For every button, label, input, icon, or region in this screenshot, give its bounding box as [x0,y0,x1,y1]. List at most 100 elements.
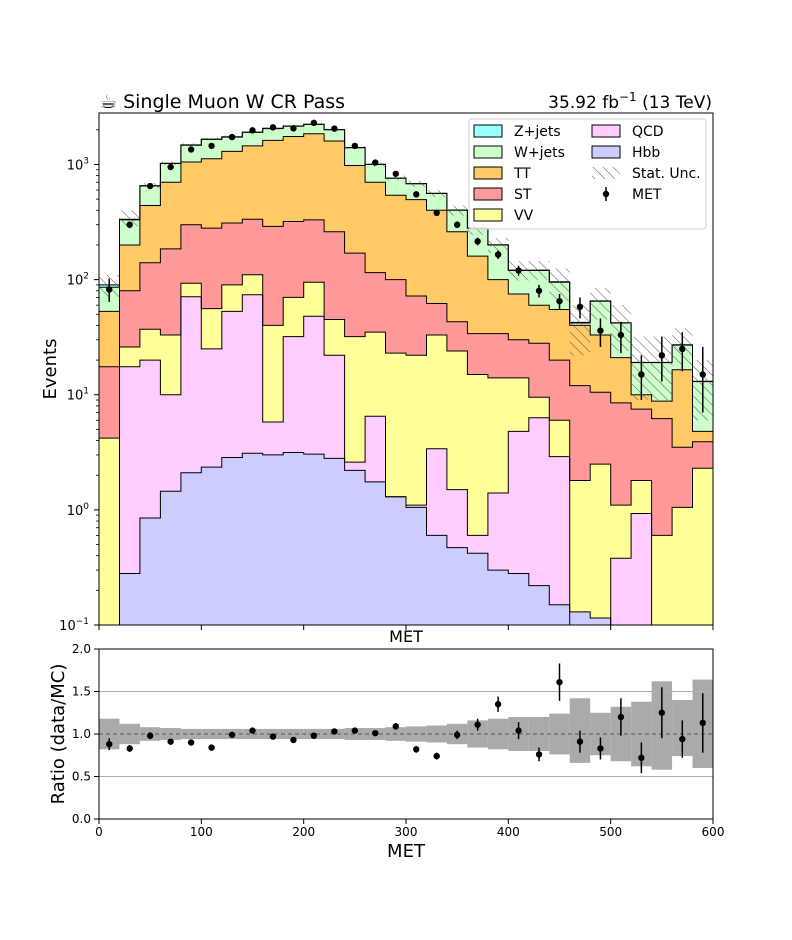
stat-unc-bin [528,261,550,280]
ratio-point [638,754,645,761]
y-tick-label: 101 [67,387,89,404]
data-point [494,251,502,258]
data-point [638,371,645,378]
data-point [106,286,113,293]
stack-fills [99,123,713,626]
legend-item-stat-unc-: Stat. Unc. [592,166,701,182]
ratio-point [515,727,522,734]
ratio-x-tick-label: 200 [292,825,315,839]
legend-item-hbb: Hbb [591,145,660,161]
ratio-point [474,721,481,728]
stat-unc-bin [426,190,447,198]
stack-outline-st [99,218,713,448]
y-tick-label: 10−1 [59,617,89,634]
legend-item-st: ST [473,187,532,203]
data-point [679,345,686,353]
ratio-xlabel: MET [387,841,426,862]
ratio-y-tick-label: 1.5 [72,685,91,699]
data-point [699,371,706,378]
legend-item-qcd: QCD [591,124,664,140]
data-point [433,209,440,217]
ratio-point [576,738,584,745]
legend-box [468,118,707,230]
y-tick-exponent: 1 [83,387,89,397]
stat-unc-bin [590,287,611,320]
legend-swatch [473,166,503,180]
ratio-x-ticks: 0 100 200 300 400 500 600 [95,819,724,839]
legend-label: Z+jets [514,124,561,140]
stack-outline-hbb [99,452,713,626]
legend-swatch [473,187,503,201]
ratio-point [106,741,113,748]
ratio-points [106,663,706,774]
ratio-y-ticks: 0.0 0.5 1.0 1.5 2.0 [72,642,99,826]
ratio-y-tick-label: 2.0 [72,642,91,656]
data-point [617,331,625,339]
y-tick-label: 103 [67,156,89,173]
data-point [556,297,563,305]
ratio-point [167,738,174,745]
stat-unc-bin [569,305,591,356]
ratio-ylabel: Ratio (data/MC) [48,664,69,805]
ratio-point [269,733,277,740]
ratio-point [331,728,338,735]
ratio-point [658,709,666,716]
ratio-point [310,732,318,739]
ratio-point [187,739,195,746]
legend-label: VV [514,208,534,224]
data-points [106,119,706,413]
legend-label: ST [514,187,532,203]
ratio-y-tick-label: 0.0 [72,812,91,826]
legend-swatch [591,145,621,159]
data-point [474,238,481,245]
data-point [249,127,256,134]
ratio-point [597,745,604,752]
data-point [187,146,195,153]
data-point [331,125,338,132]
ratio-grid [99,691,713,777]
title-right-prefix: 35.92 fb [548,93,619,113]
ratio-x-tick-label: 500 [599,825,622,839]
y-tick-exponent: 3 [83,156,89,166]
y-tick-mantissa: 10 [67,389,84,404]
ratio-x-tick-label: 0 [95,825,103,839]
legend-label: QCD [632,124,664,140]
main-ylabel: Events [40,339,61,400]
title-right-suffix: (13 TeV) [637,93,712,113]
legend-label: Stat. Unc. [632,166,701,182]
ratio-point [617,713,625,721]
ratio-point [351,727,359,734]
ratio-point [535,751,543,758]
legend-swatch [473,208,503,222]
y-tick-exponent: −1 [76,617,89,627]
ratio-point [290,736,297,744]
y-tick-mantissa: 10 [59,619,76,634]
ratio-point [372,729,379,737]
ratio-point [228,731,236,739]
legend-swatch [591,124,621,138]
data-point [167,163,174,171]
stat-unc-bin [446,205,468,216]
ratio-x-tick-label: 300 [395,825,418,839]
legend-label: W+jets [514,145,565,161]
data-point [208,142,215,150]
stat-unc-bin [385,175,406,181]
ratio-point [208,744,215,751]
ratio-point [494,701,502,708]
y-tick-exponent: 2 [83,272,89,282]
y-tick-mantissa: 10 [67,504,84,519]
legend-label: TT [513,166,531,182]
stat-unc-bin [180,143,202,147]
y-tick-exponent: 0 [83,502,89,512]
data-point [372,159,379,166]
ratio-x-tick-label: 600 [702,825,725,839]
ratio-point [699,719,706,727]
stack-fill-hbb [99,452,713,625]
data-point [126,221,133,228]
legend-swatch-hatch [592,167,620,179]
ratio-y-tick-label: 0.5 [72,770,91,784]
data-point [269,124,277,131]
ratio-x-tick-label: 400 [497,825,520,839]
